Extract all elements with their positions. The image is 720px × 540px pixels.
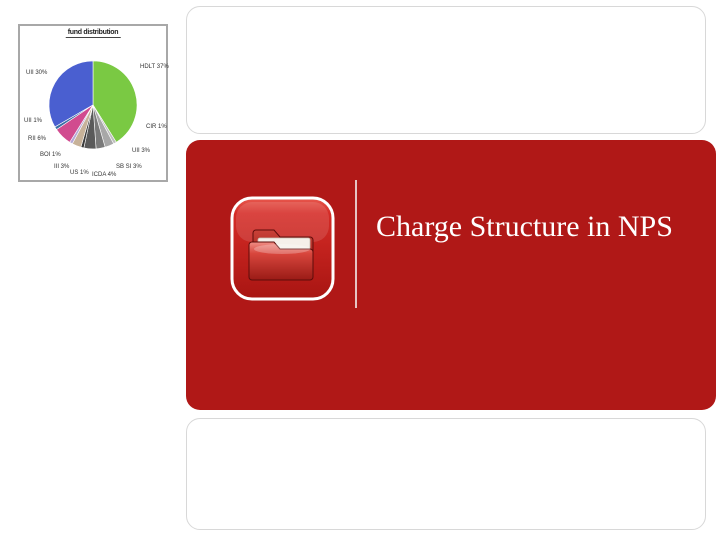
pie-slice-label: US 1% bbox=[70, 170, 89, 176]
pie-slice-label: CIR 1% bbox=[146, 124, 167, 130]
pie-slice-label: UII 1% bbox=[24, 118, 42, 124]
bottom-blank-card bbox=[186, 418, 706, 530]
pie-slice-label: UII 3% bbox=[132, 148, 150, 154]
pie-chart-svg bbox=[45, 57, 141, 153]
pie-slice-label: BOI 1% bbox=[40, 152, 61, 158]
pie-slice-label: HDLT 37% bbox=[140, 64, 169, 70]
pie-slice-label: SB SI 3% bbox=[116, 164, 142, 170]
pie-chart-panel: fund distribution HDLT 37% CIR 1% UII 3% SB… bbox=[18, 24, 168, 182]
top-blank-card bbox=[186, 6, 706, 134]
pie-chart-title: fund distribution bbox=[66, 29, 121, 38]
pie-slice-label: UII 30% bbox=[26, 70, 47, 76]
folder-icon bbox=[230, 196, 335, 301]
pie-slice-label: RII 6% bbox=[28, 136, 46, 142]
slide-title: Charge Structure in NPS bbox=[376, 210, 673, 245]
title-divider bbox=[355, 180, 357, 308]
pie-slice-label: ICDA 4% bbox=[92, 172, 116, 178]
pie-slice-label: III 3% bbox=[54, 164, 69, 170]
